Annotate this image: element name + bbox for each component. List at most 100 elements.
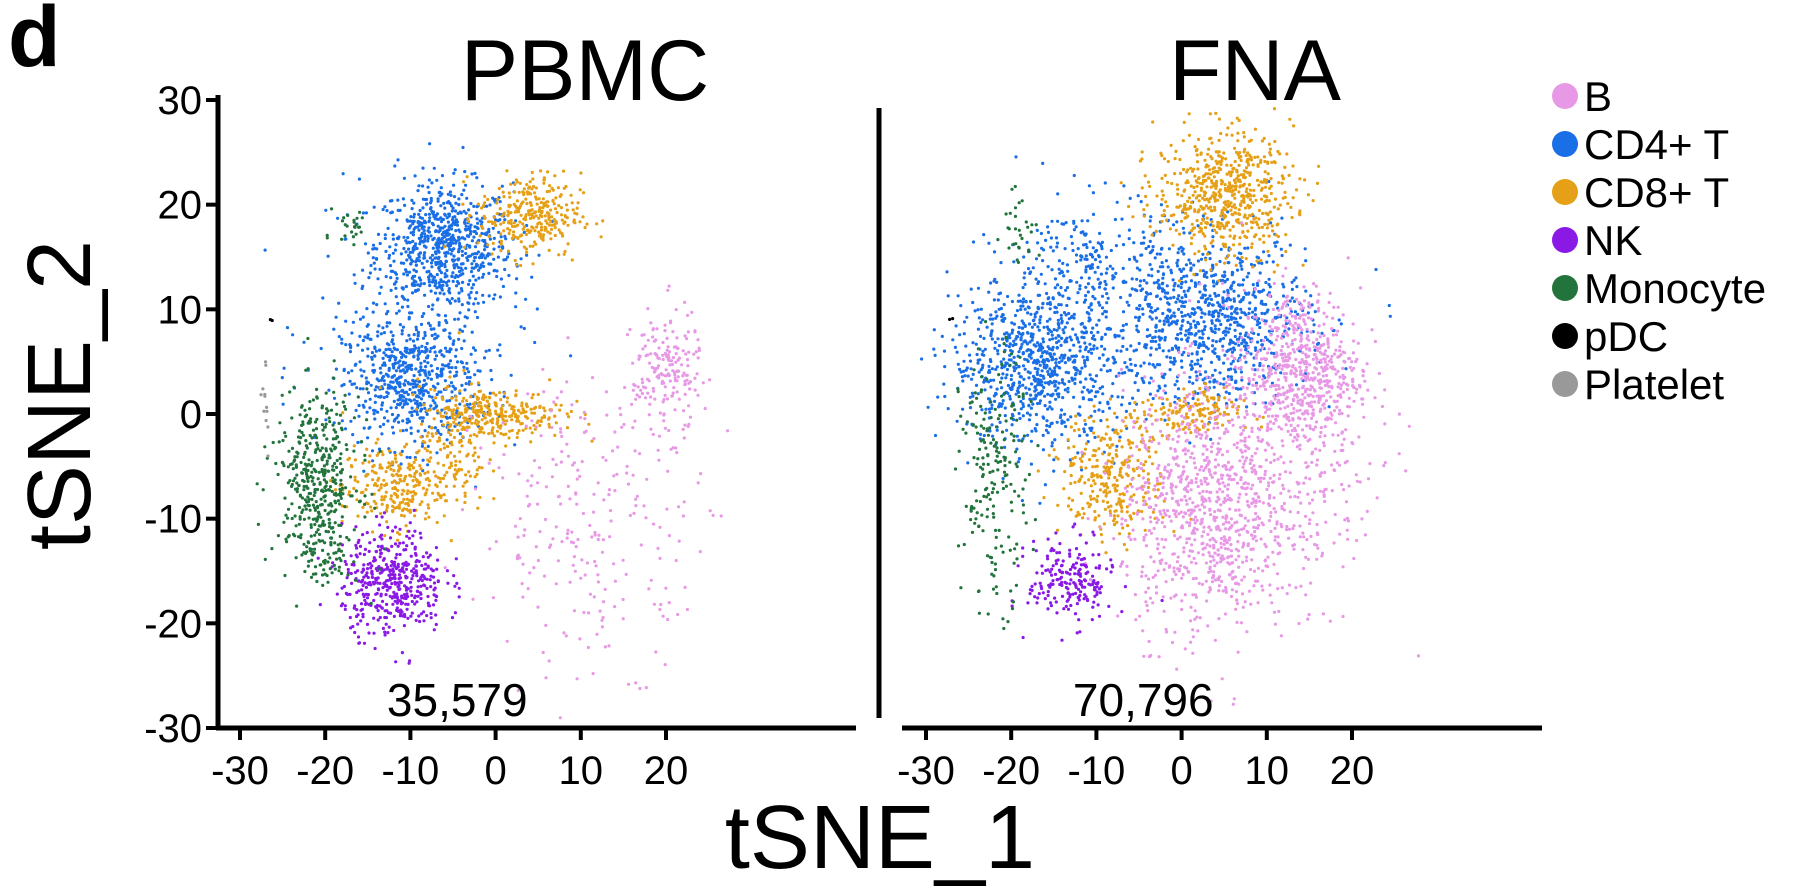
point-cd4-t [986, 397, 991, 401]
point-b [646, 391, 650, 395]
point-cd4-t [1120, 395, 1125, 399]
point-b [662, 419, 666, 423]
point-cd4-t [385, 209, 389, 213]
point-nk [374, 514, 379, 519]
point-cd4-t [429, 404, 433, 408]
point-b [579, 416, 583, 420]
point-cd8-t [468, 213, 472, 218]
point-cd8-t [421, 439, 425, 444]
point-cd8-t [524, 247, 529, 251]
point-cd8-t [512, 409, 516, 413]
point-cd4-t [1092, 287, 1096, 291]
point-cd4-t [400, 332, 404, 336]
point-cd4-t [1200, 311, 1204, 315]
point-cd4-t [1021, 297, 1026, 301]
point-cd8-t [508, 429, 512, 433]
point-cd8-t [495, 422, 499, 426]
point-cd8-t [499, 249, 503, 253]
point-b [683, 392, 687, 396]
point-cd4-t [980, 352, 984, 357]
point-cd4-t [386, 226, 390, 230]
point-cd8-t [507, 191, 511, 195]
point-nk [357, 641, 361, 645]
point-cd4-t [1093, 435, 1097, 439]
point-cd4-t [1078, 434, 1082, 438]
point-monocyte [287, 449, 291, 453]
point-cd4-t [1016, 460, 1021, 464]
point-cd4-t [920, 357, 924, 361]
point-cd4-t [1048, 301, 1052, 305]
point-monocyte [346, 573, 350, 577]
point-cd4-t [486, 230, 491, 234]
point-cd4-t [442, 292, 446, 296]
point-cd8-t [444, 499, 448, 503]
point-b [663, 323, 667, 327]
point-cd4-t [1054, 364, 1059, 368]
point-cd4-t [351, 433, 355, 437]
point-cd4-t [1173, 383, 1177, 387]
point-b [624, 572, 628, 577]
point-cd4-t [1198, 372, 1202, 377]
point-cd4-t [421, 393, 425, 397]
point-nk [428, 578, 432, 582]
point-cd4-t [1093, 297, 1097, 301]
point-cd4-t [481, 293, 485, 297]
point-cd4-t [1147, 244, 1151, 249]
point-cd4-t [379, 407, 383, 411]
point-monocyte [315, 506, 320, 510]
point-cd4-t [421, 458, 425, 462]
point-cd8-t [428, 439, 432, 443]
point-cd8-t [391, 474, 395, 478]
point-cd4-t [976, 327, 981, 331]
point-cd4-t [1029, 406, 1033, 410]
point-cd4-t [427, 280, 431, 284]
point-b [532, 566, 536, 570]
point-cd8-t [560, 218, 564, 222]
point-cd4-t [990, 367, 995, 371]
point-monocyte [310, 558, 314, 562]
point-cd4-t [389, 406, 393, 410]
point-cd4-t [1002, 357, 1006, 361]
point-cd4-t [1101, 392, 1105, 396]
point-cd4-t [1015, 447, 1019, 451]
point-cd4-t [1002, 332, 1007, 336]
point-monocyte [301, 433, 305, 437]
point-cd8-t [425, 409, 429, 413]
point-cd4-t [433, 332, 437, 336]
point-b [623, 385, 627, 390]
point-cd4-t [956, 362, 960, 366]
point-b [505, 639, 509, 643]
point-cd8-t [384, 490, 388, 494]
point-cd8-t [413, 472, 417, 476]
point-nk [362, 594, 366, 599]
point-cd4-t [1253, 346, 1258, 350]
point-cd8-t [532, 240, 537, 244]
point-cd8-t [341, 411, 345, 415]
point-nk [365, 571, 369, 575]
point-cd8-t [400, 500, 404, 504]
point-cd4-t [1035, 372, 1039, 377]
point-cd8-t [417, 483, 421, 487]
point-cd4-t [983, 347, 987, 351]
point-cd4-t [378, 267, 382, 271]
point-cd4-t [405, 241, 409, 245]
point-cd8-t [559, 206, 564, 210]
point-b [641, 385, 646, 389]
point-cd4-t [479, 265, 483, 269]
point-cd4-t [990, 403, 994, 407]
point-monocyte [322, 560, 326, 564]
point-cd8-t [555, 210, 559, 215]
point-cd4-t [374, 349, 378, 353]
point-cd4-t [402, 403, 406, 407]
point-cd4-t [410, 198, 414, 202]
point-cd4-t [1148, 392, 1152, 396]
point-cd8-t [567, 415, 571, 419]
point-cd4-t [415, 337, 420, 341]
point-cd4-t [405, 350, 409, 354]
point-cd4-t [426, 239, 430, 243]
point-cd8-t [464, 407, 469, 411]
point-monocyte [334, 501, 338, 505]
point-cd8-t [477, 414, 481, 418]
point-monocyte [312, 493, 316, 498]
point-cd4-t [1180, 296, 1184, 300]
